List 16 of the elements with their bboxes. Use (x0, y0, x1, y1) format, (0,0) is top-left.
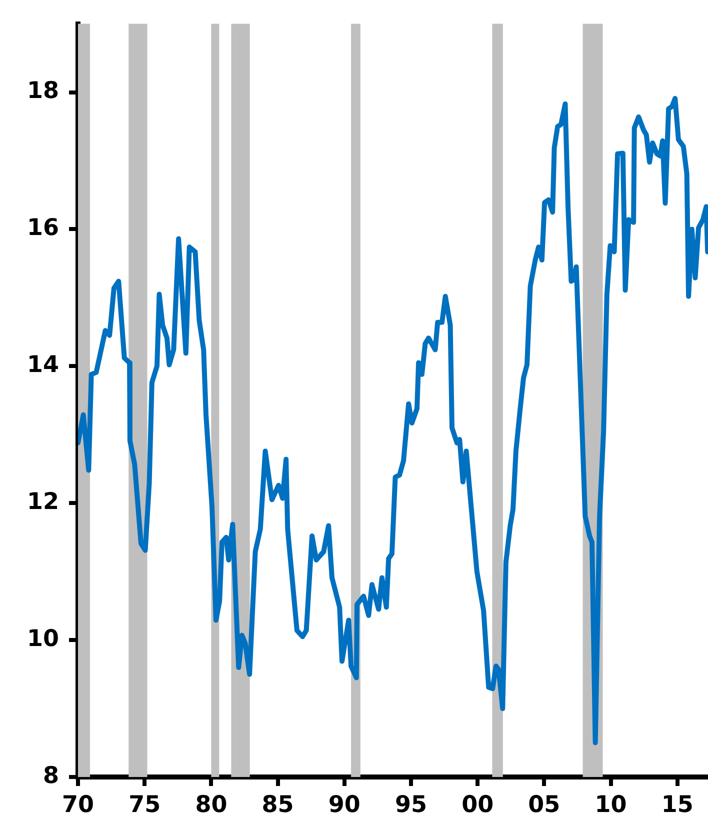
y-tick-label: 8 (42, 762, 59, 789)
x-tick-label: 75 (128, 792, 161, 818)
x-tick-label: 70 (62, 792, 94, 818)
x-tick-label: 10 (594, 792, 627, 818)
y-tick-label: 12 (26, 489, 59, 516)
x-tick-label: 05 (528, 792, 560, 818)
y-tick-label: 10 (26, 626, 59, 652)
y-tick-label: 16 (26, 215, 59, 242)
x-tick-label: 00 (462, 792, 494, 818)
x-tick-label: 85 (262, 792, 294, 818)
x-tick-label: 15 (661, 792, 694, 818)
x-tick-label: 90 (328, 792, 360, 818)
x-tick-label: 80 (195, 792, 228, 818)
y-tick-label: 14 (26, 352, 59, 378)
x-tick-label: 95 (394, 792, 427, 818)
y-tick-label: 18 (26, 78, 59, 104)
